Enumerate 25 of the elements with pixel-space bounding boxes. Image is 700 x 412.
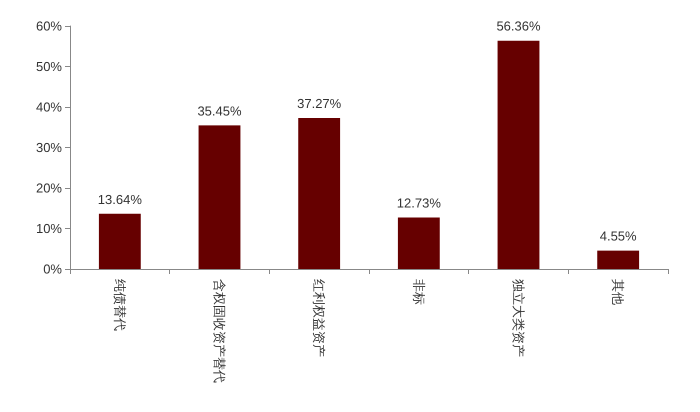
x-tick-label: 红利权益资产 [312,279,327,357]
data-label: 37.27% [297,96,342,112]
data-label: 56.36% [496,18,541,34]
bar [498,40,540,269]
bar [398,217,440,269]
bar [198,125,240,269]
data-label: 35.45% [197,103,242,118]
y-tick-label: 40% [36,100,62,114]
data-label: 4.55% [600,228,638,244]
bar [98,214,141,269]
data-label: 13.64% [98,192,142,207]
x-tick-label: 纯债替代 [112,279,128,331]
y-tick-label: 30% [36,140,62,155]
y-tick-label: 10% [36,221,62,236]
data-label: 12.73% [396,195,442,210]
x-tick-label: 其他 [610,279,626,305]
x-tick-label: 非标 [411,279,426,305]
y-tick-label: 0% [43,262,62,276]
x-tick-label: 独立大类资产 [511,279,526,357]
x-tick-label: 含权固收资产替代 [212,279,227,383]
y-tick-label: 20% [36,180,62,196]
bar [597,250,640,269]
bar [298,118,340,269]
y-tick-label: 50% [36,59,62,74]
y-tick-label: 60% [36,18,62,34]
